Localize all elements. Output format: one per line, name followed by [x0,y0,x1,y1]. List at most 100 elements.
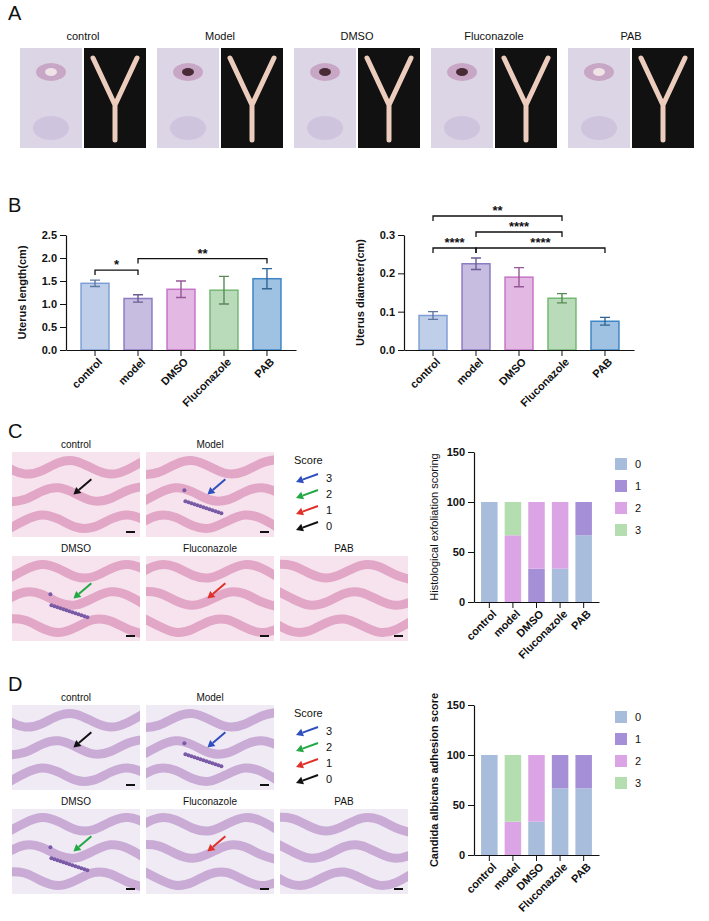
x-tick: model [454,350,485,387]
y-tick: 1.0 [42,298,66,310]
y-axis-line [404,236,405,351]
micrograph: Fluconazole [141,796,279,894]
y-tick-label: 0.5 [42,321,57,333]
y-tick-mark [398,312,404,313]
photo-uterus [495,48,557,148]
error-bar [600,317,610,325]
y-tick-mark [468,805,474,806]
tissue-debris [48,592,52,596]
significance-label: ** [492,203,503,218]
y-tick-label: 0.3 [380,229,395,241]
x-tick: control [464,602,499,642]
bar-segment [505,822,522,855]
bar-segment [552,755,569,756]
x-tick-label: control [70,356,105,391]
tissue-debris [182,741,186,745]
x-tick: control [408,350,443,390]
y-tick: 0 [459,849,474,861]
legend-label: 0 [326,520,332,532]
y-axis-line [474,453,475,603]
micrograph: DMSO [7,543,145,641]
x-tick-label: Fluconazole [518,356,571,409]
photo-detail [170,116,206,140]
y-tick-label: 100 [447,749,465,761]
y-axis-title: Uterus diameter(cm) [354,239,366,346]
micrograph: control [7,439,145,537]
tissue-layer [280,619,408,633]
y-tick-label: 0 [459,596,465,608]
tissue-layer [12,565,140,580]
bar-segment [528,569,545,602]
tissue-layer [146,515,274,529]
tissue-layer [280,843,408,858]
micrograph: Model [141,692,279,790]
arrow-shaft [303,474,318,480]
x-tick-label: DMSO [159,355,191,387]
arrow-head [296,745,304,753]
x-axis: controlmodelDMSOFluconazolePAB [464,855,600,914]
micrograph-tissue [12,818,140,888]
tissue-layer [12,713,140,727]
photo-vulva [568,48,630,148]
micrograph-caption: Fluconazole [183,543,237,554]
bar-segment [481,755,498,756]
significance-label: **** [509,219,530,234]
bar-segment [505,502,522,535]
micrograph-tissue [146,818,274,886]
y-tick-mark [60,281,66,282]
legend-swatch [615,733,627,745]
legend-swatch [615,524,627,536]
tissue-layer [280,590,408,605]
legend-swatch [615,458,627,470]
bar-segment [528,502,545,503]
arrow-head [296,492,304,500]
y-tick-mark [60,235,66,236]
y-tick: 100 [447,496,474,508]
arrow-shaft [213,732,226,743]
x-tick-label: model [454,356,485,387]
error-bar [262,269,272,289]
significance-label: **** [530,235,551,250]
marks [481,755,592,855]
y-tick-mark [60,350,66,351]
micrograph-tissue [280,564,408,632]
micrograph-caption: control [61,439,91,450]
y-tick-mark [468,552,474,553]
y-tick-label: 0.1 [380,306,395,318]
micrograph-caption: DMSO [61,543,91,554]
y-tick-label: 0.0 [42,344,57,356]
figure: AcontrolModelDMSOFluconazolePABB0.00.51.… [0,0,709,921]
x-tick-label: PAB [569,860,593,884]
arrow-head [296,729,304,737]
photo-vulva [294,48,356,148]
y-tick-mark [398,273,404,274]
bar-segment [575,755,592,756]
legend-swatch [615,711,627,723]
x-tick-label: PAB [252,355,276,379]
tissue-layer [146,591,274,607]
arrow-head [207,487,215,495]
arrow-shaft [213,479,226,490]
y-tick-mark [398,350,404,351]
legend-label: 3 [635,524,641,536]
micrograph: Model [141,439,279,537]
tissue-layer [146,741,274,756]
legend-label: 1 [635,480,641,492]
uterus-shape [367,58,411,140]
legend-swatch [615,777,627,789]
bar-segment [505,535,522,602]
tissue-layer [12,515,140,530]
error-bar [471,258,481,270]
x-tick-label: DMSO [497,355,529,387]
tissue-layer [12,486,140,502]
photo-uterus [358,48,420,148]
bar-segment [481,502,498,503]
bar-segment [528,755,545,822]
error-bar [557,294,567,303]
bar [167,289,195,350]
micrograph-tissue [12,713,140,783]
tissue-debris [49,603,53,607]
micrograph-caption: control [61,692,91,703]
y-tick-label: 2.5 [42,229,57,241]
photo-caption: Fluconazole [464,30,523,42]
